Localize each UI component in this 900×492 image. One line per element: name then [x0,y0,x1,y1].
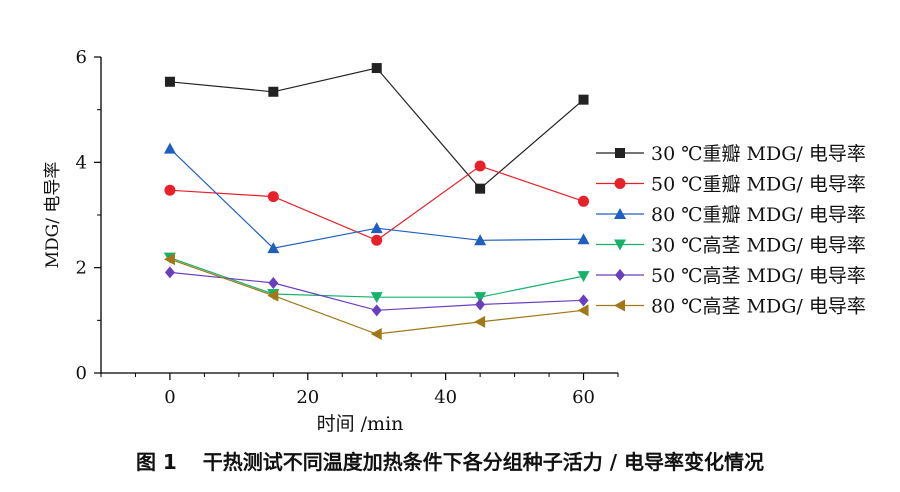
series-1 [164,63,589,194]
x-axis-ticks: 0 20 40 60 [100,373,619,408]
figure-label: 图 1 [135,450,177,474]
line-chart: 0 20 40 60 0 2 4 6 时间 /min MDG/ 电导率 30 ℃重瓣 MDG… [43,47,866,435]
data-point [164,184,176,196]
figure-caption-text: 干热测试不同温度加热条件下各分组种子活力 / 电导率变化情况 [202,450,765,474]
legend-swatch-marker [615,269,625,281]
data-point [474,315,486,328]
x-tick-label: 40 [434,387,457,408]
y-axis-ticks: 0 2 4 6 [76,47,101,384]
data-point [370,292,383,304]
legend-swatch-marker [614,299,625,312]
legend-label: 50 ℃高茎 MDG/ 电导率 [651,265,866,287]
data-point [577,271,590,283]
y-tick-label: 0 [76,363,87,384]
legend-item: 30 ℃重瓣 MDG/ 电导率 [596,143,866,165]
data-point [163,253,175,266]
legend-item: 30 ℃高茎 MDG/ 电导率 [596,235,866,257]
data-point [474,234,487,246]
data-point [268,276,279,289]
series-line [169,148,584,249]
data-point [577,304,589,317]
data-point [474,160,486,172]
data-point [267,289,279,302]
y-tick-label: 6 [76,47,87,68]
x-tick-label: 20 [296,387,319,408]
series-6 [163,253,589,341]
legend-item: 80 ℃重瓣 MDG/ 电导率 [596,204,866,226]
y-tick-label: 4 [76,152,87,173]
data-point [475,183,486,194]
series-2 [164,160,590,246]
data-point [577,233,590,245]
legend-label: 50 ℃重瓣 MDG/ 电导率 [651,174,866,196]
x-axis-title: 时间 /min [317,413,404,435]
series-line [169,67,584,190]
data-point [578,294,589,307]
series-5 [164,266,589,317]
legend-item: 80 ℃高茎 MDG/ 电导率 [596,296,866,318]
legend-item: 50 ℃重瓣 MDG/ 电导率 [596,174,866,196]
series-line [169,257,584,298]
data-point [578,195,590,207]
data-point [371,304,382,317]
legend-swatch-marker [615,148,625,158]
data-point [267,242,280,254]
data-point [164,266,175,279]
data-point [371,63,382,74]
data-point [163,142,176,154]
legend-label: 80 ℃重瓣 MDG/ 电导率 [651,204,866,226]
x-tick-label: 0 [164,387,175,408]
data-point [474,292,487,304]
legend-item: 50 ℃高茎 MDG/ 电导率 [596,265,866,287]
legend-label: 80 ℃高茎 MDG/ 电导率 [651,296,866,318]
data-point [370,328,382,341]
data-point [578,94,589,105]
legend-swatch-marker [614,208,626,219]
data-point [371,234,383,246]
series-layer [163,63,590,341]
legend-label: 30 ℃高茎 MDG/ 电导率 [651,235,866,257]
data-point [164,76,175,87]
legend-swatch-marker [614,178,626,189]
legend: 30 ℃重瓣 MDG/ 电导率 50 ℃重瓣 MDG/ 电导率 80 ℃重瓣 MDG… [596,143,866,318]
y-axis-title: MDG/ 电导率 [43,162,63,269]
figure-caption: 图 1 干热测试不同温度加热条件下各分组种子活力 / 电导率变化情况 [0,446,900,475]
legend-label: 30 ℃重瓣 MDG/ 电导率 [651,143,866,165]
series-3 [163,142,590,254]
data-point [370,222,383,234]
plot-frame [100,57,618,374]
data-point [475,298,486,311]
data-point [268,86,279,97]
legend-swatch-marker [614,239,626,251]
x-tick-label: 60 [572,387,595,408]
y-tick-label: 2 [76,258,87,279]
data-point [267,191,279,203]
